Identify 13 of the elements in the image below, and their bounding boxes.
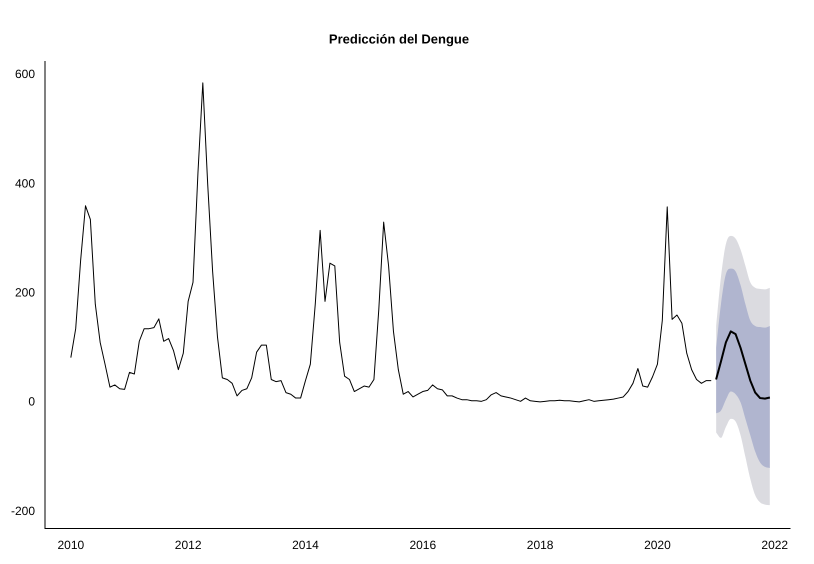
x-tick-label: 2020	[644, 538, 672, 552]
chart-title: Predicción del Dengue	[328, 31, 470, 46]
x-tick-label: 2012	[174, 538, 202, 552]
x-tick-label: 2022	[761, 538, 788, 552]
y-tick-label: 200	[14, 286, 36, 300]
x-tick-label: 2018	[526, 538, 554, 552]
y-tick-label: 600	[14, 67, 36, 82]
y-tick-label: 400	[14, 176, 36, 190]
y-tick-label: 0	[28, 394, 36, 409]
x-tick-label: 2014	[292, 538, 320, 552]
x-tick-label: 2016	[409, 538, 436, 552]
x-tick-label: 2010	[57, 538, 84, 552]
y-tick-label: -200	[10, 504, 36, 518]
